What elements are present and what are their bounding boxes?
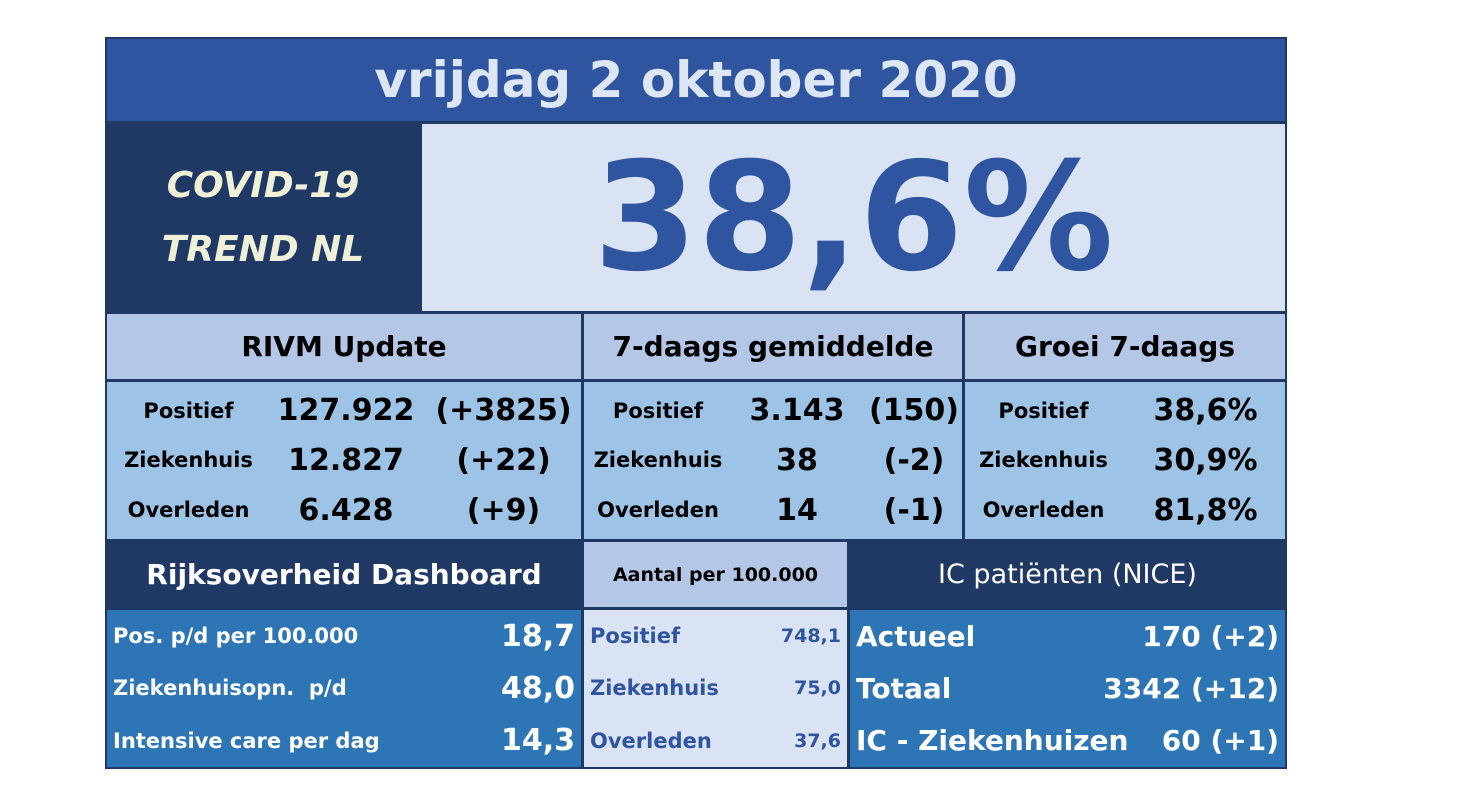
panel-value: 3342 (+12) [1103, 671, 1279, 705]
panel-value: 18,7 [500, 618, 575, 654]
panel-label: IC - Ziekenhuizen [856, 724, 1129, 758]
panel-header: Aantal per 100.000 [582, 540, 849, 609]
panel-row: Intensive care per dag 14,3 [113, 723, 575, 758]
panel-row: Positief 748,1 [590, 624, 841, 648]
section-header: 7-daags gemiddelde [582, 312, 964, 381]
panel-row: Totaal 3342 (+12) [856, 672, 1279, 705]
panel-header: IC patiënten (NICE) [848, 540, 1287, 609]
panel-label: Ziekenhuis [590, 676, 719, 701]
section-body: Positief 127.922 (+3825) Ziekenhuis 12.827 (+… [105, 380, 583, 541]
stat-label: Ziekenhuis [124, 448, 253, 473]
panel-value: 75,0 [794, 677, 841, 700]
panel-label: Intensive care per dag [113, 728, 380, 753]
panel-label: Totaal [856, 671, 952, 705]
stat-value: 3.143 [749, 393, 845, 429]
panel-header: Rijksoverheid Dashboard [105, 540, 583, 609]
stat-label: Overleden [597, 498, 719, 523]
stat-row: Ziekenhuis 38 (-2) [584, 443, 962, 478]
stat-value: 30,9% [1153, 442, 1258, 478]
stat-label: Positief [998, 398, 1089, 423]
panel-value: 37,6 [794, 729, 841, 752]
stat-row: Ziekenhuis 30,9% [965, 443, 1285, 478]
hero-line: COVID-19 [166, 164, 360, 206]
section-header: RIVM Update [105, 312, 583, 381]
panel-label: Actueel [856, 619, 976, 653]
panel-value: 748,1 [780, 625, 841, 648]
section-header: Groei 7-daags [963, 312, 1287, 381]
panel-value: 14,3 [500, 723, 575, 759]
panel-body: Positief 748,1 Ziekenhuis 75,0 Overleden 37,6 [582, 608, 849, 769]
stat-value: 12.827 [288, 442, 404, 478]
hero-label: COVID-19 TREND NL [105, 122, 421, 313]
panel-value: 48,0 [500, 670, 575, 706]
panel-value: 170 (+2) [1142, 619, 1279, 653]
stat-value: (150) [868, 393, 960, 429]
stat-value: 38 [776, 442, 818, 478]
panel-label: Pos. p/d per 100.000 [113, 624, 359, 649]
panel-value: 60 (+1) [1161, 724, 1279, 758]
panel-body: Pos. p/d per 100.000 18,7 Ziekenhuisopn. p… [105, 608, 583, 769]
stat-value: (-2) [883, 442, 945, 478]
section-body: Positief 38,6% Ziekenhuis 30,9% Overleden 81,… [963, 380, 1287, 541]
stat-value: (+22) [456, 442, 551, 478]
panel-row: IC - Ziekenhuizen 60 (+1) [856, 724, 1279, 757]
panel-label: Positief [590, 624, 681, 649]
date-title: vrijdag 2 oktober 2020 [105, 37, 1287, 123]
hero-line: TREND NL [161, 228, 365, 270]
panel-row: Ziekenhuisopn. p/d 48,0 [113, 671, 575, 706]
stat-value: (+3825) [435, 393, 572, 429]
panel-row: Actueel 170 (+2) [856, 620, 1279, 653]
panel-row: Ziekenhuis 75,0 [590, 676, 841, 700]
panel-row: Pos. p/d per 100.000 18,7 [113, 619, 575, 654]
section-body: Positief 3.143 (150) Ziekenhuis 38 (-2) Overle… [582, 380, 964, 541]
panel-label: Ziekenhuisopn. p/d [113, 676, 347, 701]
hero-value: 38,6% [420, 122, 1287, 313]
stat-row: Positief 38,6% [965, 393, 1285, 428]
panel-label: Overleden [590, 728, 712, 753]
stat-label: Positief [612, 398, 704, 423]
stat-row: Overleden 6.428 (+9) [107, 493, 581, 528]
stat-value: (+9) [466, 492, 541, 528]
stat-row: Ziekenhuis 12.827 (+22) [107, 443, 581, 478]
panel-row: Overleden 37,6 [590, 729, 841, 753]
stat-value: 6.428 [298, 492, 394, 528]
stat-row: Overleden 14 (-1) [584, 493, 962, 528]
stat-label: Overleden [127, 498, 250, 523]
stat-value: 14 [776, 492, 818, 528]
stat-row: Positief 127.922 (+3825) [107, 393, 581, 428]
stat-label: Overleden [982, 498, 1105, 523]
stat-value: 127.922 [277, 393, 415, 429]
stat-row: Positief 3.143 (150) [584, 393, 962, 428]
stat-label: Ziekenhuis [979, 448, 1108, 473]
stat-row: Overleden 81,8% [965, 493, 1285, 528]
stat-value: (-1) [883, 492, 945, 528]
stat-value: 81,8% [1153, 492, 1258, 528]
stat-label: Positief [143, 398, 234, 423]
panel-body: Actueel 170 (+2) Totaal 3342 (+12) IC - Ziek… [848, 608, 1287, 769]
stat-label: Ziekenhuis [593, 448, 723, 473]
stat-value: 38,6% [1153, 393, 1258, 429]
